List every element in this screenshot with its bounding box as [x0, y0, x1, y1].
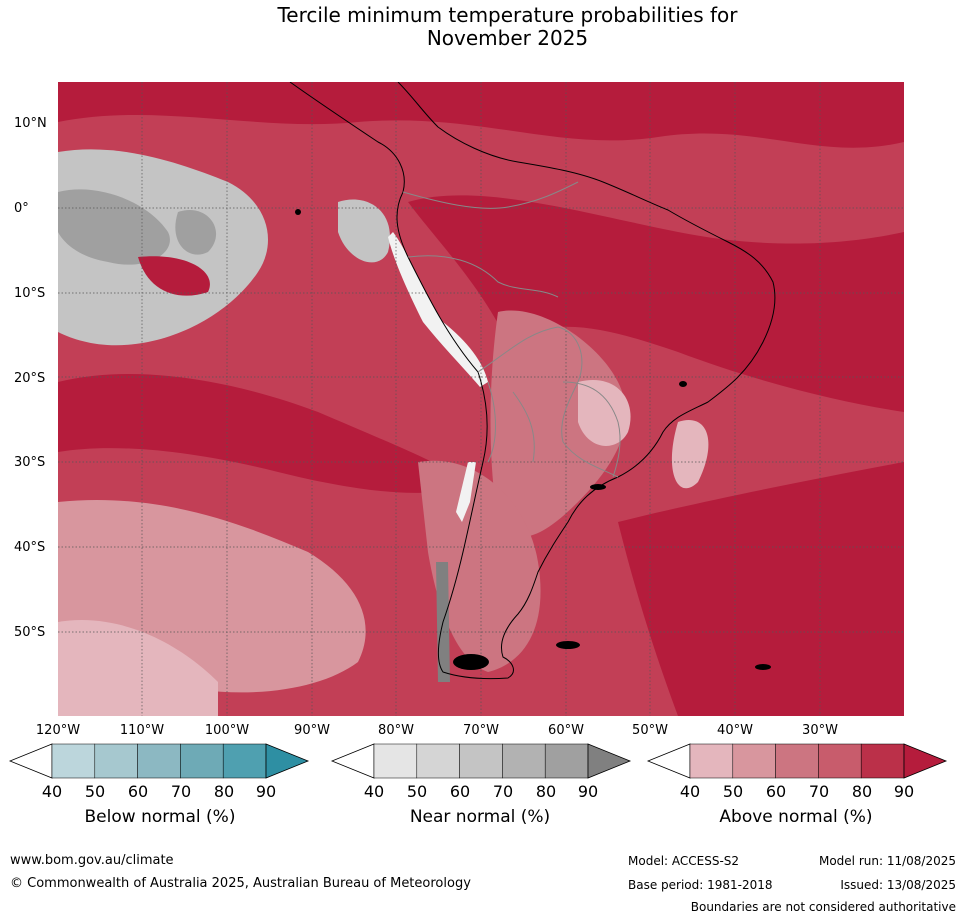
- legend-title-above-normal: Above normal (%): [719, 807, 873, 827]
- footer-base-period: Base period: 1981-2018: [628, 878, 773, 892]
- region-near-normal-galapagos: [338, 199, 390, 263]
- lon-label-70w: 70°W: [463, 723, 499, 738]
- footer-copyright: © Commonwealth of Australia 2025, Austra…: [10, 876, 471, 891]
- region-andes-south: [456, 462, 476, 522]
- region-strong-spot: [138, 256, 210, 296]
- tick-label: 50: [406, 782, 428, 801]
- region-pale-interior: [578, 380, 631, 446]
- footer-issued: Issued: 13/08/2025: [840, 878, 956, 892]
- tick-label: 40: [41, 782, 63, 801]
- lon-label-100w: 100°W: [204, 723, 250, 738]
- lon-label-120w: 120°W: [35, 723, 81, 738]
- tick-label: 80: [851, 782, 873, 801]
- coastline: [289, 82, 776, 680]
- region-lighter-southwest: [58, 620, 218, 716]
- tick-label: 60: [765, 782, 787, 801]
- tick-label: 60: [449, 782, 471, 801]
- colorbar-segment: [373, 743, 418, 779]
- tick-label: 90: [893, 782, 915, 801]
- footer-model: Model: ACCESS-S2: [628, 854, 740, 868]
- colorbar-lower-extension: [330, 743, 375, 779]
- tick-label: 90: [577, 782, 599, 801]
- legend-title-near-normal: Near normal (%): [409, 807, 551, 827]
- colorbar-segment: [222, 743, 267, 779]
- title-line-1: Tercile minimum temperature probabilitie…: [277, 3, 738, 27]
- country-borders: [402, 181, 621, 478]
- colorbar-segment: [51, 743, 96, 779]
- region-near-normal-spot: [175, 210, 217, 255]
- colorbar-near-normal: [330, 743, 632, 779]
- colorbar-lower-extension: [646, 743, 691, 779]
- legend-title-below-normal: Below normal (%): [84, 807, 236, 827]
- lat-label-10n: 10°N: [14, 116, 47, 131]
- region-pale-coast: [671, 420, 709, 489]
- colorbar-segment: [416, 743, 460, 779]
- colorbar-segment: [818, 743, 862, 779]
- colorbar-segment: [180, 743, 224, 779]
- colorbar-upper-extension: [587, 743, 632, 779]
- lat-label-30s: 30°S: [14, 455, 46, 470]
- tick-label: 80: [213, 782, 235, 801]
- colorbar-below-normal: [8, 743, 310, 779]
- colorbar-segment: [459, 743, 503, 779]
- footer-model-run: Model run: 11/08/2025: [818, 854, 956, 868]
- footer-url[interactable]: www.bom.gov.au/climate: [10, 853, 174, 868]
- colorbar-segment: [544, 743, 589, 779]
- lat-label-0: 0°: [14, 201, 29, 216]
- map-title: Tercile minimum temperature probabilitie…: [0, 4, 965, 50]
- lon-label-60w: 60°W: [548, 723, 584, 738]
- region-strong-atlantic: [618, 462, 904, 716]
- probability-map: [58, 82, 904, 716]
- region-strong-brazil: [408, 195, 904, 412]
- grid-lines: [58, 82, 904, 716]
- colorbar-segment: [732, 743, 776, 779]
- map-svg: [58, 82, 904, 716]
- colorbar-segment: [502, 743, 546, 779]
- tick-label: 50: [84, 782, 106, 801]
- lon-label-50w: 50°W: [632, 723, 668, 738]
- lon-label-80w: 80°W: [378, 723, 414, 738]
- lat-label-20s: 20°S: [14, 371, 46, 386]
- colorbar-upper-extension: [265, 743, 310, 779]
- tick-label: 70: [170, 782, 192, 801]
- islands: [295, 209, 771, 670]
- lat-label-40s: 40°S: [14, 540, 46, 555]
- region-andes-north: [388, 232, 488, 387]
- lon-label-40w: 40°W: [717, 723, 753, 738]
- region-interior-south-america: [490, 310, 626, 537]
- colorbar-above-normal: [646, 743, 948, 779]
- tick-label: 70: [808, 782, 830, 801]
- tick-label: 50: [722, 782, 744, 801]
- colorbar-segment: [860, 743, 905, 779]
- tick-label: 40: [679, 782, 701, 801]
- region-strong-pacific: [58, 373, 468, 493]
- tick-label: 70: [492, 782, 514, 801]
- colorbar-segment: [689, 743, 734, 779]
- lon-label-110w: 110°W: [119, 723, 165, 738]
- colorbar-lower-extension: [8, 743, 53, 779]
- footer-disclaimer: Boundaries are not considered authoritat…: [690, 900, 956, 914]
- lat-label-10s: 10°S: [14, 286, 46, 301]
- colorbar-upper-extension: [903, 743, 948, 779]
- colorbar-segment: [94, 743, 138, 779]
- colorbar-segment: [137, 743, 181, 779]
- tick-label: 80: [535, 782, 557, 801]
- tick-label: 60: [127, 782, 149, 801]
- lon-label-90w: 90°W: [294, 723, 330, 738]
- lon-label-30w: 30°W: [802, 723, 838, 738]
- colorbar-segment: [775, 743, 819, 779]
- title-line-2: November 2025: [426, 26, 589, 50]
- tick-label: 40: [363, 782, 385, 801]
- tick-label: 90: [255, 782, 277, 801]
- lat-label-50s: 50°S: [14, 625, 46, 640]
